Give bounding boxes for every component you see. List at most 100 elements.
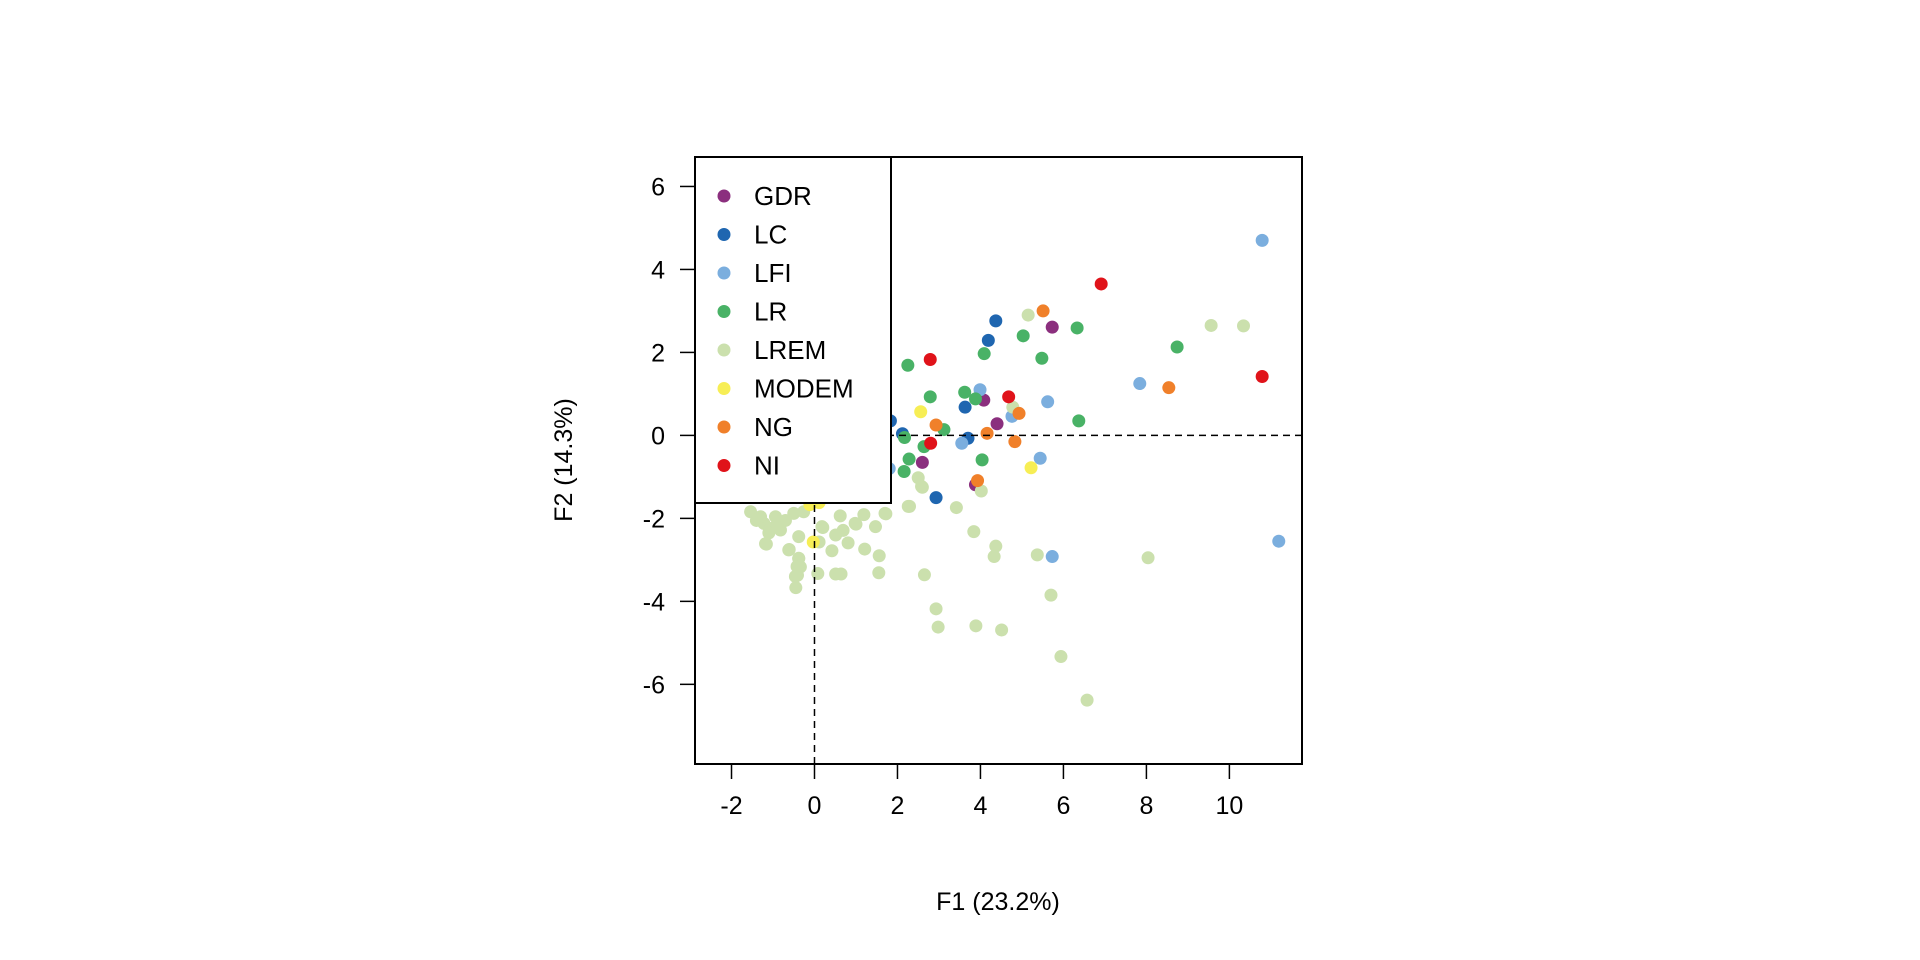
data-point-lrem [782,543,796,557]
data-point-lrem [848,516,862,530]
data-point-lrem [915,479,929,493]
data-point-gdr [990,417,1004,431]
data-point-ng [971,474,985,488]
data-point-lrem [989,539,1003,553]
data-point-lrem [1044,588,1058,602]
data-point-lrem [833,509,847,523]
data-point-lrem [1204,318,1218,332]
y-tick-label: -4 [643,588,665,616]
data-point-lfi [955,436,969,450]
data-point-lrem [749,513,763,527]
data-point-lrem [790,560,804,574]
data-point-lrem [1054,650,1068,664]
points-layer [744,233,1286,707]
data-point-lrem [770,518,784,532]
data-point-lrem [762,526,776,540]
data-point-lr [968,392,982,406]
data-point-gdr [1045,320,1059,334]
x-axis: -2 0 2 4 6 8 10 [720,763,1243,820]
data-point-modem [806,535,820,549]
legend-box [694,156,892,504]
data-point-lrem [858,542,872,556]
data-point-lrem [834,567,848,581]
legend-label-gdr: GDR [754,181,812,211]
data-point-lrem [967,525,981,539]
data-point-ng [1036,304,1050,318]
data-point-lrem [1021,308,1035,322]
legend-marker-lrem [717,343,731,357]
x-axis-title: F1 (23.2%) [936,888,1060,916]
legend-marker-ng [717,420,731,434]
data-point-lc [981,333,995,347]
data-point-lrem [917,568,931,582]
y-tick-label: -2 [643,505,665,533]
legend-label-lfi: LFI [754,258,792,288]
data-point-ng [1012,406,1026,420]
data-point-lfi [1033,451,1047,465]
legend-label-lrem: LREM [754,335,826,365]
data-point-lr [1016,329,1030,343]
data-point-gdr [915,455,929,469]
data-point-lrem [949,501,963,515]
y-tick-label: 4 [651,256,665,284]
data-point-lrem [995,623,1009,637]
legend-marker-gdr [717,189,731,203]
data-point-lrem [969,619,983,633]
y-tick-label: 0 [651,422,665,450]
data-point-lrem [815,520,829,534]
y-axis: -6 -4 -2 0 2 4 6 [643,173,696,699]
data-point-lfi [1133,377,1147,391]
data-point-lr [977,347,991,361]
data-point-lrem [788,569,802,583]
data-point-ni [1094,277,1108,291]
data-point-ni [1255,369,1269,383]
data-point-lc [929,491,943,505]
legend-marker-lc [717,228,731,241]
data-point-lrem [868,520,882,534]
data-point-lrem [792,530,806,544]
data-point-lr [1035,351,1049,365]
data-point-lrem [931,620,945,634]
y-tick-label: 2 [651,339,665,367]
data-point-lfi [1041,395,1055,409]
data-point-lr [1170,340,1184,354]
data-point-lfi [1272,534,1286,548]
legend-marker-lr [717,305,731,318]
data-point-lrem [789,581,803,595]
data-point-lrem [974,484,988,498]
data-point-lrem [901,499,915,513]
y-tick-label: 6 [651,173,665,201]
data-point-ng [1162,381,1176,395]
data-point-lrem [1141,551,1155,565]
legend-label-modem: MODEM [754,374,854,404]
y-axis-title: F2 (14.3%) [550,398,578,522]
data-point-lr [975,453,989,467]
data-point-lr [901,358,915,372]
data-point-lrem [1236,319,1250,333]
x-tick-label: 6 [1056,792,1070,820]
data-point-lrem [825,544,839,558]
data-point-lfi [1255,233,1269,247]
legend-marker-ni [717,459,731,472]
data-point-ng [1008,435,1022,449]
data-point-lrem [841,536,855,550]
legend-label-ni: NI [754,451,780,481]
x-tick-label: 10 [1215,792,1243,820]
x-tick-label: 4 [973,792,987,820]
data-point-lrem [857,508,871,522]
data-point-lr [897,464,911,478]
data-point-lr [923,390,937,404]
data-point-modem [914,405,928,419]
data-point-lrem [811,567,825,581]
legend: GDR LC LFI LR LREM MODEM NG NI [694,156,892,504]
data-point-lr [958,385,972,399]
data-point-lrem [829,528,843,542]
data-point-ng [929,418,943,432]
data-point-lr [1070,321,1084,335]
data-point-lrem [878,506,892,520]
data-point-lrem [872,549,886,563]
legend-label-ng: NG [754,412,793,442]
x-tick-label: 2 [891,792,905,820]
x-tick-label: 8 [1139,792,1153,820]
data-point-lrem [759,537,773,551]
